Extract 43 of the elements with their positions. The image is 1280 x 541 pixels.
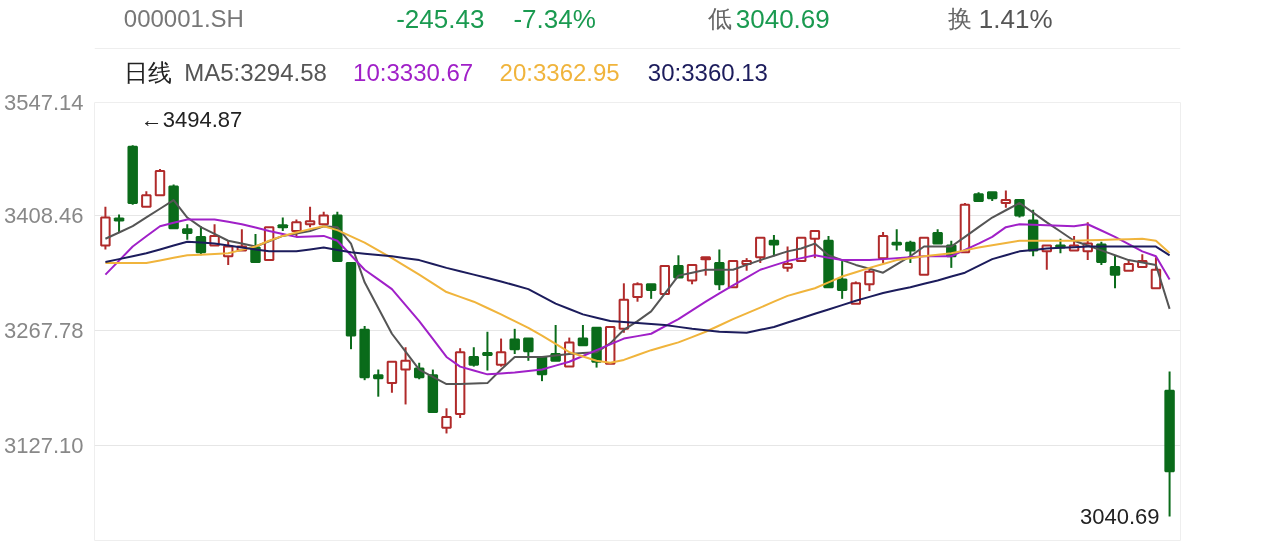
legend-title: 日线 xyxy=(123,59,172,86)
candlestick xyxy=(714,248,725,292)
text: 1.41% xyxy=(978,3,1053,34)
text: 10:3330.67 xyxy=(353,59,474,86)
candlestick xyxy=(891,228,902,252)
candlestick xyxy=(509,327,520,356)
candlestick xyxy=(809,230,821,260)
candlestick xyxy=(836,260,848,300)
candlestick xyxy=(304,205,316,229)
candlestick xyxy=(700,256,711,277)
candlestick xyxy=(482,330,493,372)
text: 换 xyxy=(947,5,972,32)
candlestick xyxy=(523,337,534,362)
candlestick xyxy=(577,324,589,347)
candlestick xyxy=(441,407,452,435)
candlestick xyxy=(782,245,793,273)
text: 低 xyxy=(708,5,733,32)
text: -7.34% xyxy=(513,3,596,34)
candlestick xyxy=(468,346,480,368)
candlestick xyxy=(632,281,643,303)
candlestick xyxy=(877,230,889,264)
y-tick-label: 3127.10 xyxy=(3,433,84,459)
candlestick xyxy=(755,236,766,264)
y-tick-label: 3408.46 xyxy=(3,203,84,229)
candlestick xyxy=(386,360,398,394)
candlestick xyxy=(373,368,384,398)
text: MA5:3294.58 xyxy=(184,59,327,86)
candlestick xyxy=(768,233,780,258)
text: 30:3360.13 xyxy=(647,59,768,86)
annotation: ←3494.87 xyxy=(140,106,243,132)
candlestick xyxy=(864,268,875,293)
candlestick xyxy=(905,239,916,264)
candlestick xyxy=(673,254,684,279)
annotation: 3040.69 xyxy=(1080,503,1160,529)
candlestick xyxy=(1109,254,1121,290)
text: 20:3362.95 xyxy=(499,59,620,86)
y-tick-label: 3267.78 xyxy=(3,318,84,344)
text: 3040.69 xyxy=(735,3,830,34)
chart-title: 000001.SH xyxy=(123,5,244,32)
candlestick xyxy=(400,346,411,406)
candlestick xyxy=(495,337,507,368)
text: -245.43 xyxy=(396,3,485,34)
y-tick-label: 3547.14 xyxy=(3,90,84,115)
